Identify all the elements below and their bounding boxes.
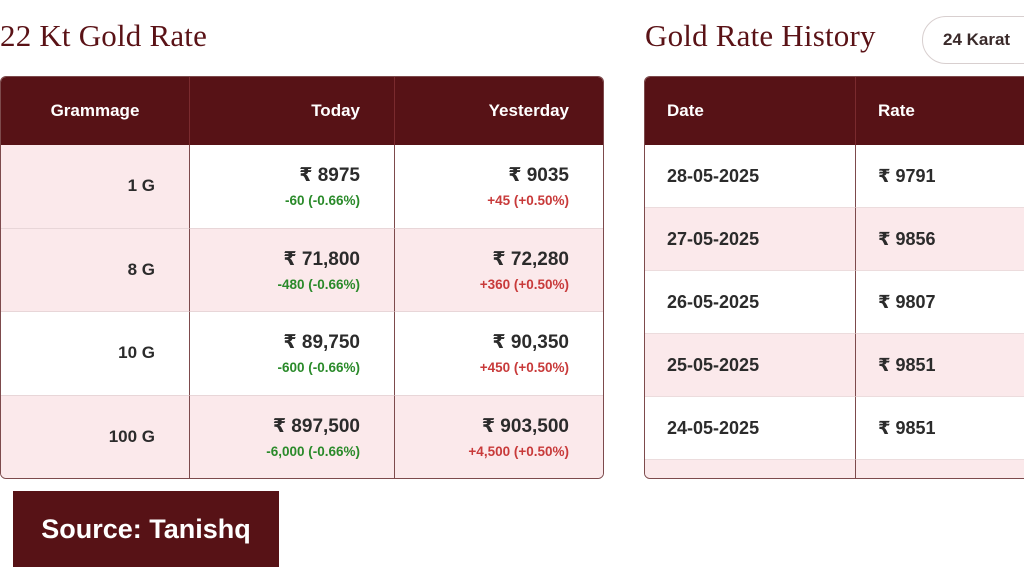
header-grammage: Grammage — [1, 77, 190, 145]
table-row-grammage: 10 G — [1, 312, 190, 396]
yesterday-price: ₹ 903,500 — [481, 416, 569, 438]
rates-title: 22 Kt Gold Rate — [0, 18, 208, 53]
history-table: Date Rate 28-05-2025 ₹ 9791 27-05-2025 ₹… — [644, 76, 1024, 479]
yesterday-cell: ₹ 9035 +45 (+0.50%) — [395, 145, 603, 229]
yesterday-change: +360 (+0.50%) — [479, 276, 569, 292]
table-row-grammage: 1 G — [1, 145, 190, 229]
grammage-value: 1 G — [127, 176, 155, 196]
table-row-grammage: 8 G — [1, 228, 190, 312]
today-price: ₹ 8975 — [299, 165, 360, 187]
yesterday-price: ₹ 72,280 — [492, 248, 569, 270]
yesterday-price: ₹ 9035 — [508, 165, 569, 187]
history-row-partial — [856, 460, 1024, 478]
today-price: ₹ 89,750 — [283, 332, 360, 354]
yesterday-cell: ₹ 72,280 +360 (+0.50%) — [395, 228, 603, 312]
history-date: 28-05-2025 — [645, 145, 856, 208]
history-date: 25-05-2025 — [645, 334, 856, 397]
header-date: Date — [645, 77, 856, 145]
today-price: ₹ 71,800 — [283, 248, 360, 270]
history-rate: ₹ 9791 — [856, 145, 1024, 208]
yesterday-price: ₹ 90,350 — [492, 332, 569, 354]
today-change: -480 (-0.66%) — [277, 276, 360, 292]
today-cell: ₹ 71,800 -480 (-0.66%) — [190, 228, 395, 312]
grammage-value: 8 G — [127, 259, 155, 279]
header-yesterday: Yesterday — [395, 77, 603, 145]
history-header-row: Date Rate — [645, 77, 1024, 145]
rates-body: 1 G ₹ 8975 -60 (-0.66%) ₹ 9035 +45 (+0.50%… — [1, 145, 603, 478]
history-date: 24-05-2025 — [645, 397, 856, 460]
today-cell: ₹ 8975 -60 (-0.66%) — [190, 145, 395, 229]
history-rate: ₹ 9851 — [856, 397, 1024, 460]
source-label: Source: Tanishq — [13, 491, 279, 567]
today-change: -60 (-0.66%) — [284, 193, 360, 209]
history-rate: ₹ 9856 — [856, 208, 1024, 271]
table-row-grammage: 100 G — [1, 395, 190, 478]
rates-header-row: Grammage Today Yesterday — [1, 77, 603, 145]
grammage-value: 100 G — [108, 427, 155, 447]
yesterday-change: +4,500 (+0.50%) — [468, 444, 569, 460]
history-body: 28-05-2025 ₹ 9791 27-05-2025 ₹ 9856 26-0… — [645, 145, 1024, 478]
history-date: 26-05-2025 — [645, 271, 856, 334]
history-row-partial — [645, 460, 856, 478]
yesterday-cell: ₹ 903,500 +4,500 (+0.50%) — [395, 395, 603, 478]
today-change: -6,000 (-0.66%) — [266, 444, 360, 460]
header-today: Today — [190, 77, 395, 145]
yesterday-change: +45 (+0.50%) — [487, 193, 569, 209]
yesterday-cell: ₹ 90,350 +450 (+0.50%) — [395, 312, 603, 396]
history-rate: ₹ 9851 — [856, 334, 1024, 397]
karat-selector-button[interactable]: 24 Karat — [922, 16, 1024, 64]
yesterday-change: +450 (+0.50%) — [479, 360, 569, 376]
rates-table: Grammage Today Yesterday 1 G ₹ 8975 -60 (… — [0, 76, 604, 479]
history-rate: ₹ 9807 — [856, 271, 1024, 334]
today-change: -600 (-0.66%) — [277, 360, 360, 376]
history-title: Gold Rate History — [645, 18, 876, 53]
grammage-value: 10 G — [118, 343, 155, 363]
header-rate: Rate — [856, 77, 1024, 145]
history-date: 27-05-2025 — [645, 208, 856, 271]
today-cell: ₹ 897,500 -6,000 (-0.66%) — [190, 395, 395, 478]
today-price: ₹ 897,500 — [272, 416, 360, 438]
today-cell: ₹ 89,750 -600 (-0.66%) — [190, 312, 395, 396]
